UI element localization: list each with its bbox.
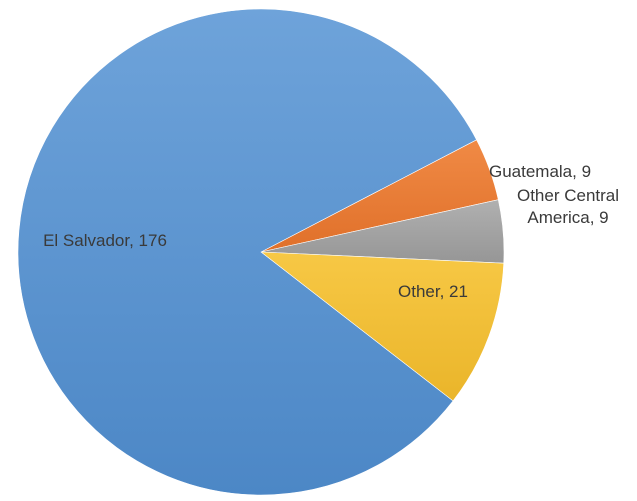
data-label-guatemala: Guatemala, 9 <box>489 162 591 181</box>
pie-slice-other <box>260 251 505 402</box>
data-label-el-salvador: El Salvador, 176 <box>43 231 167 250</box>
pie-slice-el-salvador <box>17 8 477 496</box>
data-label-other-central-america-line-1: Other Central <box>517 186 619 205</box>
data-label-other: Other, 21 <box>398 282 468 301</box>
data-label-other-line-1: Other, 21 <box>398 282 468 301</box>
data-label-other-central-america: Other Central America, 9 <box>517 186 619 227</box>
data-label-other-central-america-line-2: America, 9 <box>527 208 608 227</box>
pie-slices <box>17 8 505 496</box>
data-label-guatemala-line-1: Guatemala, 9 <box>489 162 591 181</box>
data-label-el-salvador-line-1: El Salvador, 176 <box>43 231 167 250</box>
